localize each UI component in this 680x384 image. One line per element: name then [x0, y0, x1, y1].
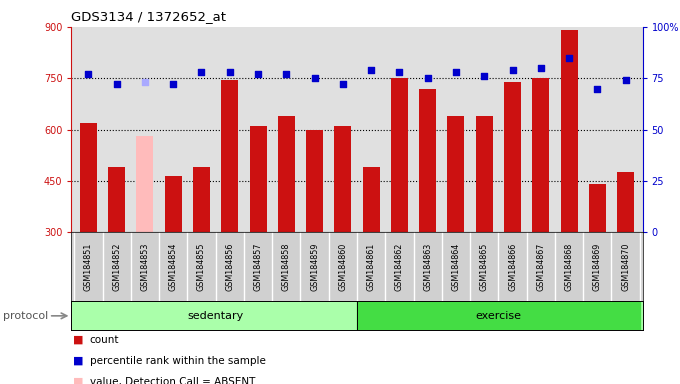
- Text: GSM184859: GSM184859: [310, 243, 319, 291]
- Point: [592, 85, 602, 91]
- Text: GSM184868: GSM184868: [564, 243, 573, 291]
- Text: GSM184870: GSM184870: [621, 243, 630, 291]
- Text: GSM184854: GSM184854: [169, 243, 177, 291]
- Point: [535, 65, 546, 71]
- Text: GSM184860: GSM184860: [339, 243, 347, 291]
- Bar: [357, 301, 640, 330]
- Bar: [74, 301, 357, 330]
- Point: [422, 75, 433, 81]
- Point: [451, 69, 462, 75]
- Bar: [362, 167, 379, 232]
- Point: [309, 75, 320, 81]
- Bar: [589, 184, 606, 232]
- Text: GSM184865: GSM184865: [480, 243, 489, 291]
- Text: GSM184858: GSM184858: [282, 243, 291, 291]
- Bar: [447, 116, 464, 232]
- Point: [112, 81, 122, 88]
- Bar: [532, 78, 549, 232]
- Text: protocol: protocol: [3, 311, 49, 321]
- Text: ■: ■: [73, 377, 83, 384]
- Text: GSM184867: GSM184867: [537, 243, 545, 291]
- Bar: [193, 167, 210, 232]
- Text: GSM184853: GSM184853: [141, 243, 150, 291]
- Text: GSM184866: GSM184866: [508, 243, 517, 291]
- Bar: [278, 116, 295, 232]
- Bar: [137, 136, 154, 232]
- Text: percentile rank within the sample: percentile rank within the sample: [90, 356, 266, 366]
- Bar: [391, 78, 408, 232]
- Point: [337, 81, 348, 88]
- Text: GSM184869: GSM184869: [593, 243, 602, 291]
- Point: [139, 79, 150, 85]
- Point: [196, 69, 207, 75]
- Bar: [306, 129, 323, 232]
- Bar: [80, 123, 97, 232]
- Text: GSM184851: GSM184851: [84, 243, 93, 291]
- Point: [366, 67, 377, 73]
- Bar: [617, 172, 634, 232]
- Bar: [221, 80, 238, 232]
- Bar: [504, 82, 521, 232]
- Text: count: count: [90, 335, 119, 345]
- Point: [507, 67, 518, 73]
- Point: [224, 69, 235, 75]
- Point: [83, 71, 94, 77]
- Point: [479, 73, 490, 79]
- Bar: [250, 126, 267, 232]
- Bar: [108, 167, 125, 232]
- Point: [281, 71, 292, 77]
- Text: value, Detection Call = ABSENT: value, Detection Call = ABSENT: [90, 377, 255, 384]
- Text: GSM184856: GSM184856: [225, 243, 234, 291]
- Text: GSM184857: GSM184857: [254, 243, 262, 291]
- Point: [252, 71, 263, 77]
- Bar: [476, 116, 493, 232]
- Text: GDS3134 / 1372652_at: GDS3134 / 1372652_at: [71, 10, 226, 23]
- Bar: [560, 30, 577, 232]
- Point: [620, 77, 631, 83]
- Text: ■: ■: [73, 356, 83, 366]
- Text: GSM184864: GSM184864: [452, 243, 460, 291]
- Point: [168, 81, 179, 88]
- Text: GSM184852: GSM184852: [112, 243, 121, 291]
- Text: sedentary: sedentary: [188, 311, 243, 321]
- Point: [394, 69, 405, 75]
- Text: GSM184863: GSM184863: [423, 243, 432, 291]
- Text: GSM184855: GSM184855: [197, 243, 206, 291]
- Bar: [419, 88, 436, 232]
- Bar: [335, 126, 352, 232]
- Text: exercise: exercise: [475, 311, 522, 321]
- Text: GSM184862: GSM184862: [395, 243, 404, 291]
- Text: GSM184861: GSM184861: [367, 243, 375, 291]
- Point: [564, 55, 575, 61]
- Text: ■: ■: [73, 335, 83, 345]
- Bar: [165, 176, 182, 232]
